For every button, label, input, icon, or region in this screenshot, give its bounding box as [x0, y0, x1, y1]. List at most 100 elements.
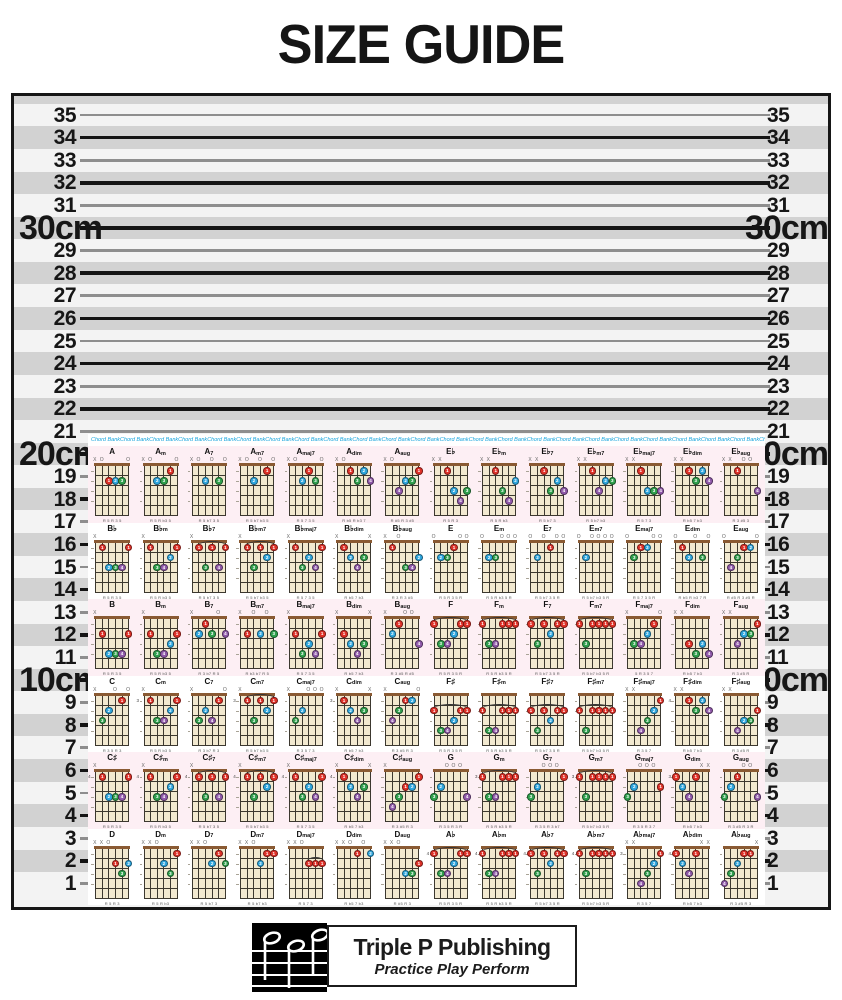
fret-tick: [574, 797, 578, 798]
fret-tick: [91, 491, 94, 492]
fret-line: [336, 877, 371, 879]
finger-dot: 3: [692, 650, 700, 658]
string-line: [95, 772, 97, 822]
chord-diagram: C♯m X 4 1 3 4 2 1 R 5 R b3 5: [136, 752, 184, 829]
muted-string-marker: X: [534, 457, 539, 463]
nut: [94, 616, 131, 619]
finger-dot: 1: [270, 543, 278, 552]
open-string-marker: O: [754, 533, 759, 540]
chord-root: E: [635, 523, 641, 533]
ruler-number-right: 13: [767, 600, 790, 624]
string-line: [169, 466, 171, 516]
string-line: [240, 848, 242, 899]
finger-dot: 4: [311, 793, 320, 801]
chord-suffix: 7: [548, 527, 552, 533]
interval-labels: R 5 7 3: [298, 900, 313, 906]
interval-labels: R b5 7 b3: [682, 900, 703, 906]
fret-line: [240, 811, 275, 812]
string-line: [440, 542, 442, 593]
muted-string-marker: X: [625, 457, 629, 463]
fret-tick: [623, 777, 626, 778]
fret-tick: [429, 700, 433, 702]
open-string-marker: O: [706, 533, 711, 540]
base-fret-label: 3: [620, 850, 623, 856]
string-line: [633, 466, 635, 516]
chord-suffix: 7: [212, 756, 216, 763]
fret-tick: [332, 863, 336, 865]
fret-line: [95, 897, 130, 899]
fret-line: [482, 515, 517, 516]
fret-line: [433, 734, 468, 736]
fret-tick: [139, 624, 143, 625]
string-line: [218, 466, 220, 516]
finger-dot: 2: [733, 859, 742, 868]
fret-line: [385, 505, 420, 506]
fret-tick: [139, 797, 143, 798]
fret-line: [385, 638, 420, 639]
string-line: [336, 695, 338, 746]
fret-line: [482, 857, 517, 859]
finger-dot: 3: [623, 793, 632, 801]
ruler-line: [80, 249, 770, 252]
chord-row: C♯ X 4 1 2 3 4 1 R 5 R 3 5 C♯m X 4 1 3 4 2 1 R 5 R b3 5 C♯…: [88, 752, 765, 829]
finger-dot: 1: [146, 630, 155, 638]
string-line: [730, 695, 732, 746]
interval-labels: R 5 R b3 5: [149, 671, 172, 676]
fret-line: [675, 571, 710, 573]
muted-string-marker: X: [286, 610, 290, 616]
ruler-number-left: 8: [64, 713, 77, 737]
fret-line: [288, 571, 323, 573]
finger-dot: 2: [166, 553, 175, 562]
string-line: [218, 848, 220, 899]
fret-tick: [284, 644, 288, 645]
chord-name: Caug: [378, 677, 426, 687]
finger-dot: 4: [160, 793, 168, 801]
fret-line: [482, 658, 517, 659]
chord-bank-watermark: Chord Bank: [642, 437, 672, 443]
finger-dot: 2: [346, 783, 355, 791]
finger-dot: 3: [291, 716, 300, 725]
string-markers: X: [142, 533, 178, 540]
fret-tick: [719, 654, 723, 655]
string-line: [343, 466, 345, 516]
finger-dot: 1: [527, 706, 535, 715]
nut: [287, 616, 324, 619]
string-line: [627, 619, 629, 669]
interval-labels: R b5 7 b3: [344, 824, 364, 829]
fret-tick: [574, 557, 578, 559]
muted-string-marker: X: [189, 457, 194, 463]
string-line: [176, 772, 178, 822]
open-string-marker: O: [673, 533, 678, 540]
string-line: [150, 619, 152, 669]
string-line: [660, 772, 662, 822]
muted-string-marker: X: [699, 763, 704, 769]
fret-line: [578, 744, 613, 746]
chord-suffix: dim: [692, 833, 703, 839]
finger-dot: 2: [650, 706, 658, 715]
ruler-number-right: 6: [767, 758, 779, 782]
ruler-number-left: 5: [64, 781, 77, 805]
string-line: [640, 466, 642, 516]
finger-dot: 3: [746, 716, 755, 725]
fret-line: [627, 877, 662, 879]
finger-dot: 2: [346, 640, 355, 648]
string-line: [108, 848, 110, 899]
chord-diagram: A♭aug X 4 3 2 1 1 R 3 #5 R 3: [717, 829, 765, 906]
chord-diagram: B♭ X 1 2 3 4 1 R 5 R 3 5: [88, 523, 136, 600]
fret-line: [336, 734, 371, 736]
chord-diagram: Em O O O O 2 3 R 5 R b3 5 R: [475, 523, 523, 600]
fret-line: [191, 704, 226, 706]
open-string-marker: O: [222, 686, 227, 693]
fret-line: [143, 887, 178, 889]
string-markers: [482, 839, 516, 846]
fret-tick: [381, 730, 384, 732]
